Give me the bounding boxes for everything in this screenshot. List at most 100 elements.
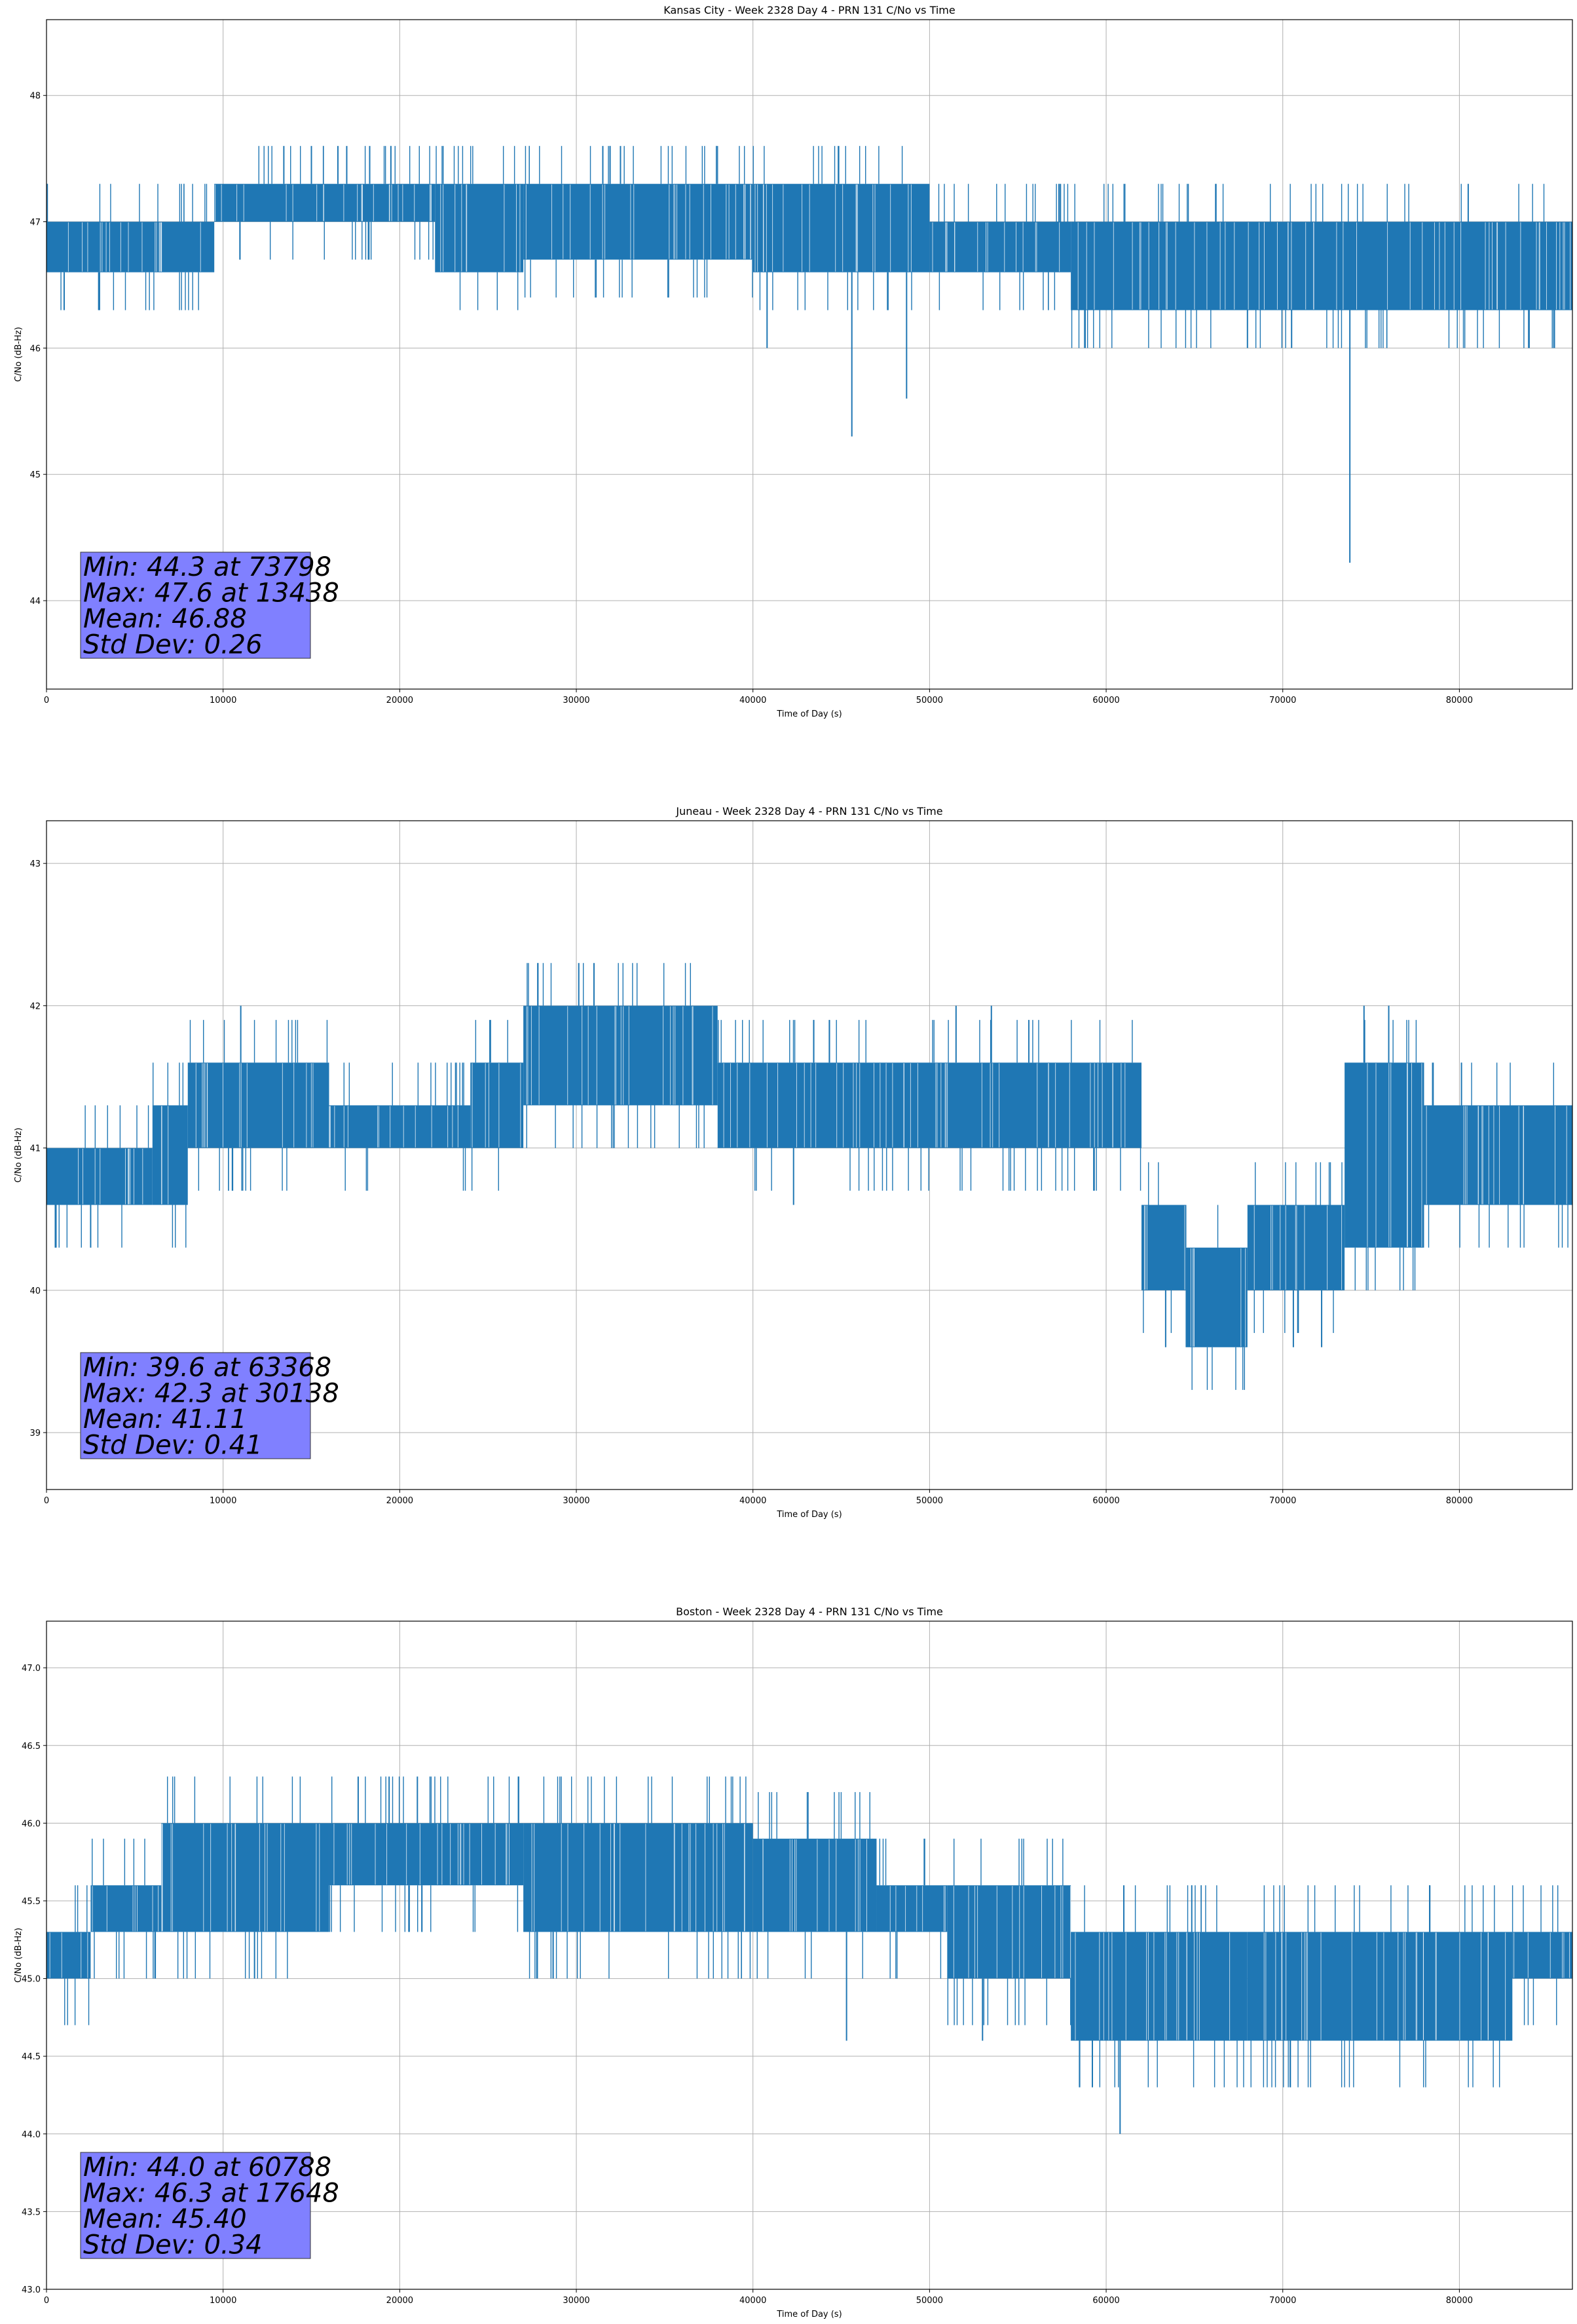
chart-title: Kansas City - Week 2328 Day 4 - PRN 131 … xyxy=(663,4,955,16)
data-band xyxy=(152,1105,188,1205)
data-band xyxy=(876,1885,948,1932)
stats-box xyxy=(80,1352,311,1459)
data-band xyxy=(435,183,524,272)
x-tick-label: 70000 xyxy=(1269,696,1296,705)
y-axis-label: C/No (dB-Hz) xyxy=(14,327,24,382)
data-band xyxy=(1247,1932,1513,2041)
chart-title: Boston - Week 2328 Day 4 - PRN 131 C/No … xyxy=(676,1605,943,1618)
data-band xyxy=(1185,1247,1248,1347)
data-band xyxy=(90,1885,162,1932)
x-tick-label: 80000 xyxy=(1446,696,1473,705)
data-band xyxy=(1071,1932,1248,2041)
y-tick-label: 44 xyxy=(29,597,41,607)
stats-box xyxy=(80,2152,311,2259)
stats-line: Min: 44.0 at 60788 xyxy=(83,2152,331,2183)
stats-box xyxy=(80,552,311,659)
data-band xyxy=(947,1885,1071,1979)
x-axis-label: Time of Day (s) xyxy=(776,709,842,719)
stats-line: Max: 47.6 at 13438 xyxy=(83,578,339,609)
data-band xyxy=(929,221,1071,272)
data-band xyxy=(46,1148,153,1205)
x-tick-label: 20000 xyxy=(386,1496,413,1506)
stats-line: Std Dev: 0.26 xyxy=(83,630,263,660)
x-tick-label: 40000 xyxy=(739,1496,766,1506)
data-band xyxy=(523,1823,753,1932)
data-band xyxy=(1512,1932,1572,1979)
x-tick-label: 50000 xyxy=(916,2296,943,2306)
x-tick-label: 20000 xyxy=(386,696,413,705)
y-tick-label: 46.5 xyxy=(22,1742,41,1752)
x-tick-label: 40000 xyxy=(739,696,766,705)
x-tick-label: 0 xyxy=(44,1496,49,1506)
stats-line: Mean: 46.88 xyxy=(83,604,247,634)
y-tick-label: 43.0 xyxy=(22,2285,41,2295)
data-band xyxy=(329,1823,524,1886)
x-tick-label: 70000 xyxy=(1269,1496,1296,1506)
stats-line: Max: 42.3 at 30138 xyxy=(83,1379,339,1409)
data-band xyxy=(1247,1205,1345,1290)
x-tick-label: 10000 xyxy=(210,1496,236,1506)
data-band xyxy=(1345,1062,1424,1248)
data-band xyxy=(1424,1105,1572,1205)
y-tick-label: 44.0 xyxy=(22,2130,41,2140)
y-tick-label: 43 xyxy=(29,859,41,869)
stats-line: Std Dev: 0.34 xyxy=(83,2230,263,2260)
data-band xyxy=(187,1062,329,1148)
chart-title: Juneau - Week 2328 Day 4 - PRN 131 C/No … xyxy=(675,805,942,817)
stats-line: Std Dev: 0.41 xyxy=(83,1431,263,1461)
y-tick-label: 45 xyxy=(29,470,41,480)
data-series xyxy=(46,1776,1572,2134)
data-band xyxy=(161,1823,329,1932)
data-band xyxy=(1141,1205,1186,1290)
y-axis-label: C/No (dB-Hz) xyxy=(14,1928,24,1983)
x-tick-label: 0 xyxy=(44,696,49,705)
x-axis-label: Time of Day (s) xyxy=(776,2310,842,2319)
data-band xyxy=(752,1839,877,1932)
x-tick-label: 30000 xyxy=(563,2296,589,2306)
chart-panel-2: 0 10000 20000 30000 40000 50000 60000 70000 8000… xyxy=(14,805,1573,1520)
y-tick-label: 48 xyxy=(29,92,41,102)
axes-frame xyxy=(46,1621,1573,2290)
x-tick-label: 60000 xyxy=(1092,2296,1119,2306)
x-tick-label: 10000 xyxy=(210,696,236,705)
data-band xyxy=(523,1005,718,1106)
chart-panel-1: 0 10000 20000 30000 40000 50000 60000 70000 8000… xyxy=(14,4,1573,719)
y-tick-label: 40 xyxy=(29,1286,41,1296)
data-band xyxy=(470,1062,524,1148)
data-band xyxy=(214,183,436,222)
stats-line: Mean: 45.40 xyxy=(83,2204,247,2234)
y-axis-label: C/No (dB-Hz) xyxy=(14,1128,24,1183)
chart-panel-3: 0 10000 20000 30000 40000 50000 60000 70000 8000… xyxy=(14,1605,1573,2319)
y-tick-label: 39 xyxy=(29,1429,41,1438)
data-band xyxy=(523,183,753,260)
data-series xyxy=(46,145,1572,563)
axes-frame xyxy=(46,19,1573,690)
x-tick-label: 80000 xyxy=(1446,2296,1473,2306)
y-tick-label: 41 xyxy=(29,1144,41,1154)
x-tick-label: 80000 xyxy=(1446,1496,1473,1506)
x-tick-label: 0 xyxy=(44,2296,49,2306)
x-tick-label: 70000 xyxy=(1269,2296,1296,2306)
stats-line: Min: 44.3 at 73798 xyxy=(83,552,331,582)
data-series xyxy=(46,963,1572,1390)
y-tick-label: 42 xyxy=(29,1002,41,1011)
x-tick-label: 60000 xyxy=(1092,696,1119,705)
data-band xyxy=(46,221,215,272)
x-tick-label: 30000 xyxy=(563,1496,589,1506)
stats-line: Max: 46.3 at 17648 xyxy=(83,2179,339,2209)
y-tick-label: 47.0 xyxy=(22,1664,41,1674)
x-tick-label: 30000 xyxy=(563,696,589,705)
x-tick-label: 50000 xyxy=(916,696,943,705)
data-band xyxy=(752,183,930,272)
y-tick-label: 45.5 xyxy=(22,1897,41,1907)
y-tick-label: 46.0 xyxy=(22,1819,41,1829)
x-axis-label: Time of Day (s) xyxy=(776,1510,842,1520)
data-band xyxy=(717,1062,1141,1148)
data-band xyxy=(1071,221,1572,310)
y-tick-label: 45.0 xyxy=(22,1975,41,1985)
x-tick-label: 60000 xyxy=(1092,1496,1119,1506)
stats-line: Mean: 41.11 xyxy=(83,1404,247,1434)
x-tick-label: 50000 xyxy=(916,1496,943,1506)
y-tick-label: 43.5 xyxy=(22,2207,41,2217)
